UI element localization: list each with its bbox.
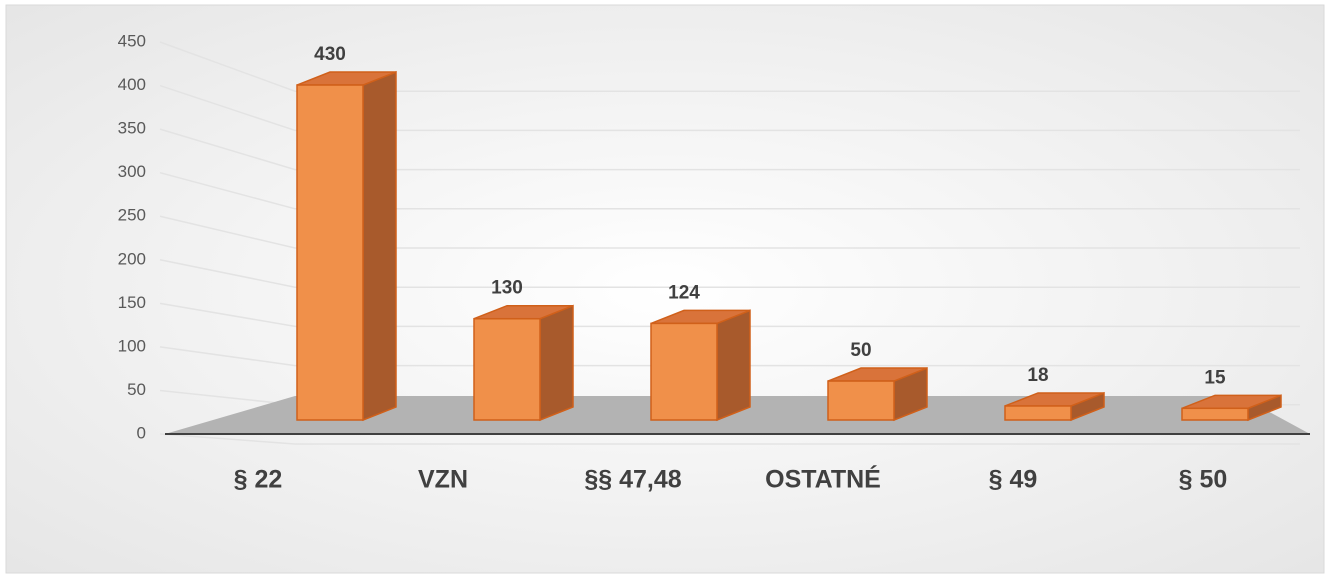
grid-line [159,41,1300,92]
y-tick-label: 300 [118,162,146,181]
grid-line [159,433,1300,445]
x-tick-label: VZN [418,466,468,494]
bar [473,317,541,421]
value-label: 130 [491,278,523,299]
x-tick-label: §§ 47,48 [584,466,681,494]
value-label: 50 [850,340,871,361]
grid-line [159,215,1300,249]
grid-line [159,259,1300,288]
bar [1181,407,1249,421]
bar-side [539,304,574,422]
grid-line [159,84,1300,132]
value-label: 124 [668,282,700,303]
y-tick-label: 350 [118,119,146,138]
bar-side [716,309,751,422]
value-label: 430 [314,44,346,65]
y-tick-label: 200 [118,249,146,268]
bar-side [362,70,397,422]
x-tick-label: OSTATNÉ [765,465,881,494]
x-tick-label: § 22 [234,466,283,494]
chart-background [5,4,1325,574]
grid-line [159,346,1300,367]
grid-line [159,302,1300,328]
y-tick-label: 0 [137,423,146,442]
bar [1004,405,1072,421]
y-tick-label: 400 [118,75,146,94]
y-tick-label: 50 [127,380,146,399]
y-tick-label: 100 [118,336,146,355]
x-tick-label: § 49 [989,466,1038,494]
value-label: 15 [1204,367,1226,388]
bar [296,84,364,421]
grid-line [159,128,1300,171]
grid-line [159,171,1300,210]
bar [650,322,718,421]
y-tick-label: 250 [118,206,146,225]
y-tick-label: 450 [118,31,146,50]
x-tick-label: § 50 [1179,466,1228,494]
value-label: 18 [1027,365,1048,386]
bar [827,380,895,421]
y-tick-label: 150 [118,293,146,312]
